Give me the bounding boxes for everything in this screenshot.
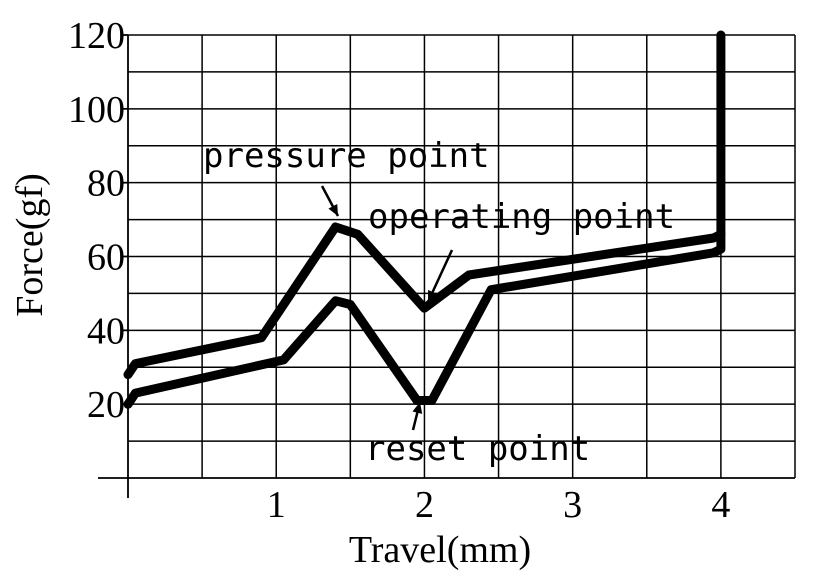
- curves: [123, 30, 726, 409]
- y-tick-label: 40: [87, 310, 125, 352]
- y-axis-title: Force(gf): [9, 173, 51, 316]
- y-tick-label: 60: [87, 237, 125, 279]
- x-tick-label: 2: [415, 484, 434, 526]
- y-tick-label: 100: [68, 89, 125, 131]
- annotations: pressure point operating point reset point: [203, 136, 675, 469]
- x-axis-title: Travel(mm): [349, 529, 531, 571]
- x-tick-label: 3: [563, 484, 582, 526]
- annotation-label: reset point: [365, 429, 590, 469]
- lower-force-curve: [123, 229, 726, 409]
- x-tick-label: 1: [267, 484, 286, 526]
- annotation-arrow-head: [328, 203, 338, 216]
- y-tick-label: 80: [87, 163, 125, 205]
- tick-labels: 1 2 3 4 20 40 60 80 100 120: [68, 15, 730, 526]
- annotation-label: operating point: [368, 197, 675, 237]
- axes: [98, 34, 795, 498]
- annotation-arrow-head: [428, 289, 438, 302]
- y-tick-label: 20: [87, 384, 125, 426]
- annotation-arrow-head: [412, 402, 423, 414]
- x-tick-label: 4: [711, 484, 730, 526]
- annotation-label: pressure point: [203, 136, 490, 176]
- y-tick-label: 120: [68, 15, 125, 57]
